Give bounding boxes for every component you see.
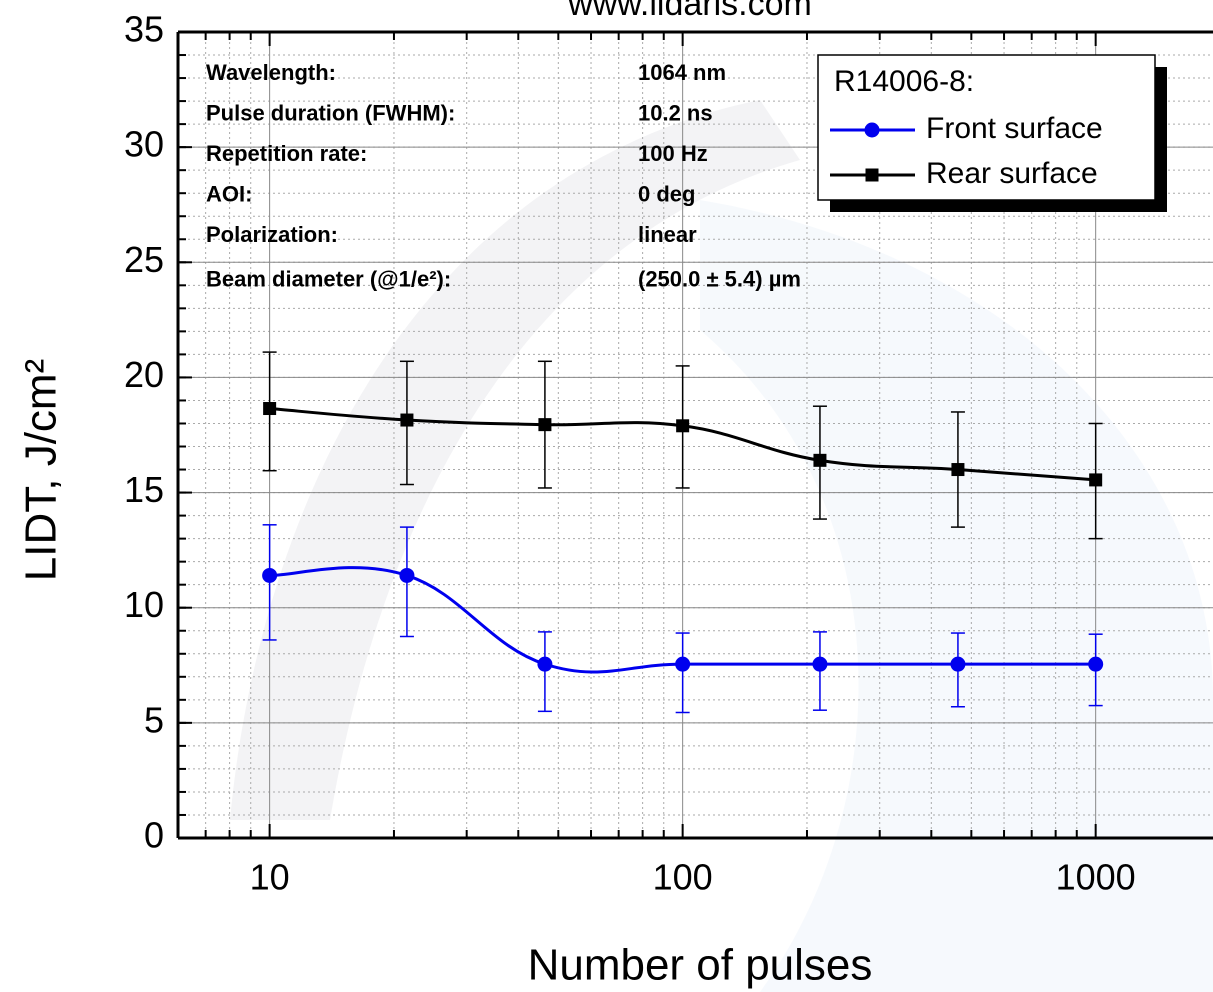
watermark	[230, 100, 1213, 992]
info-label: Repetition rate:	[206, 141, 367, 166]
data-point	[812, 656, 828, 672]
x-tick-label: 10	[250, 857, 290, 898]
info-label: Wavelength:	[206, 60, 336, 85]
legend-label: Rear surface	[926, 157, 1098, 190]
y-tick-label: 5	[144, 699, 164, 740]
data-point	[538, 418, 552, 432]
data-point	[1088, 656, 1104, 672]
data-point	[675, 656, 691, 672]
error-bar	[399, 526, 414, 638]
info-value: 0 deg	[638, 181, 695, 206]
info-label: Polarization:	[206, 222, 338, 247]
y-tick-label: 35	[124, 9, 164, 50]
legend-title: R14006-8:	[834, 65, 974, 98]
x-axis-label: Number of pulses	[528, 941, 873, 990]
error-bar	[399, 360, 414, 486]
info-value: 10.2 ns	[638, 100, 713, 125]
data-point	[400, 413, 414, 427]
plot	[262, 351, 1104, 714]
y-tick-label: 15	[124, 469, 164, 510]
error-bar	[262, 524, 277, 641]
error-bar	[675, 365, 690, 489]
data-point	[262, 567, 278, 583]
info-label: Pulse duration (FWHM):	[206, 100, 455, 125]
info-value: linear	[638, 222, 697, 247]
data-point	[1089, 473, 1103, 487]
error-bar	[812, 405, 827, 520]
error-bar	[262, 351, 277, 472]
y-axis-label: LIDT, J/cm²	[17, 359, 66, 581]
info-label: Beam diameter (@1/e²):	[206, 266, 451, 291]
y-tick-label: 20	[124, 354, 164, 395]
data-point	[951, 463, 965, 477]
x-tick-label: 1000	[1056, 857, 1136, 898]
y-tick-label: 25	[124, 239, 164, 280]
info-label: AOI:	[206, 181, 252, 206]
error-bar	[537, 360, 552, 489]
info-value: (250.0 ± 5.4) µm	[638, 266, 801, 291]
error-bar	[1088, 422, 1103, 540]
info-table: Wavelength: 1064 nm Pulse duration (FWHM):…	[206, 60, 801, 292]
data-point	[813, 453, 827, 467]
y-tick-label: 0	[144, 815, 164, 856]
data-point	[537, 656, 553, 672]
legend-label: Front surface	[926, 112, 1103, 145]
y-tick-label: 10	[124, 584, 164, 625]
error-bar	[675, 632, 690, 714]
legend-marker	[865, 168, 879, 182]
error-bar	[537, 631, 552, 713]
data-point	[399, 567, 415, 583]
x-tick-label: 100	[653, 857, 713, 898]
data-point	[950, 656, 966, 672]
info-value: 1064 nm	[638, 60, 726, 85]
data-point	[676, 419, 690, 433]
legend-marker	[864, 122, 880, 138]
chart-title: www.lidaris.com	[567, 0, 812, 23]
info-value: 100 Hz	[638, 141, 708, 166]
legend: R14006-8: Front surface Rear surface	[817, 54, 1167, 212]
grid: 0 5 10 15 20 25 30 35 10 100 1000	[124, 9, 1213, 898]
data-point	[263, 402, 277, 416]
y-tick-label: 30	[124, 124, 164, 165]
error-bar	[950, 411, 965, 528]
